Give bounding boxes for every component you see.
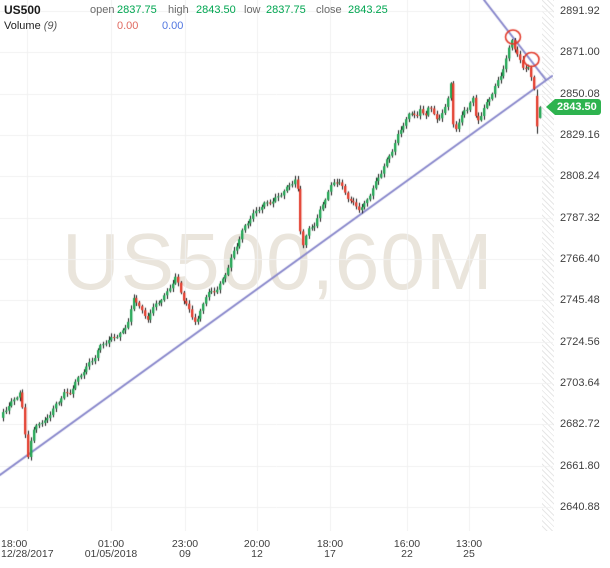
price-axis-label: 2640.88 xyxy=(560,501,600,514)
time-axis-label: 13:00 25 xyxy=(455,538,483,560)
volume-label: Volume xyxy=(4,20,41,32)
high-value: 2843.50 xyxy=(196,4,236,16)
time-axis-label: 20:00 12 xyxy=(243,538,271,560)
price-axis-label: 2787.32 xyxy=(560,211,600,224)
price-axis-label: 2724.56 xyxy=(560,335,600,348)
volume-period: (9) xyxy=(43,20,58,32)
price-axis-label: 2745.48 xyxy=(560,294,600,307)
volume-indicator-label: Volume (9) xyxy=(4,20,57,32)
low-value: 2837.75 xyxy=(266,4,306,16)
symbol-label: US500 xyxy=(4,3,41,17)
chart-header: US500 open 2837.75 high 2843.50 low 2837… xyxy=(0,0,553,32)
price-chart-canvas[interactable] xyxy=(0,0,553,531)
time-axis[interactable]: 18:00 12/28/2017 01:00 01/05/2018 23:00 09 20:… xyxy=(0,538,553,564)
price-axis[interactable]: 2891.92 2871.00 2850.08 2829.16 2808.24 2787.… xyxy=(558,0,610,531)
close-label: close xyxy=(316,4,342,16)
time-axis-label: 01:00 01/05/2018 xyxy=(84,538,138,560)
price-axis-label: 2891.92 xyxy=(560,5,600,17)
price-axis-label: 2766.40 xyxy=(560,253,600,266)
volume-value-1: 0.00 xyxy=(117,20,139,32)
price-badge-value: 2843.50 xyxy=(555,98,601,115)
price-axis-label: 2661.80 xyxy=(560,459,600,472)
price-axis-label: 2850.08 xyxy=(560,87,600,100)
close-value: 2843.25 xyxy=(348,4,388,16)
price-axis-label: 2829.16 xyxy=(560,129,600,141)
price-axis-label: 2703.64 xyxy=(560,377,600,390)
price-axis-label: 2871.00 xyxy=(560,46,600,59)
time-axis-label: 23:00 09 xyxy=(171,538,199,560)
high-label: high xyxy=(168,4,189,16)
low-label: low xyxy=(244,4,261,16)
price-axis-label: 2808.24 xyxy=(560,170,600,183)
price-badge-arrow-icon xyxy=(546,98,555,115)
open-label: open xyxy=(90,4,115,16)
time-axis-label: 16:00 22 xyxy=(393,538,421,560)
time-axis-label: 18:00 12/28/2017 xyxy=(1,538,54,560)
open-value: 2837.75 xyxy=(117,4,157,16)
volume-value-2: 0.00 xyxy=(162,20,184,32)
current-price-badge: 2843.50 xyxy=(546,98,601,115)
time-axis-label: 18:00 17 xyxy=(316,538,344,560)
price-axis-label: 2682.72 xyxy=(560,418,600,431)
